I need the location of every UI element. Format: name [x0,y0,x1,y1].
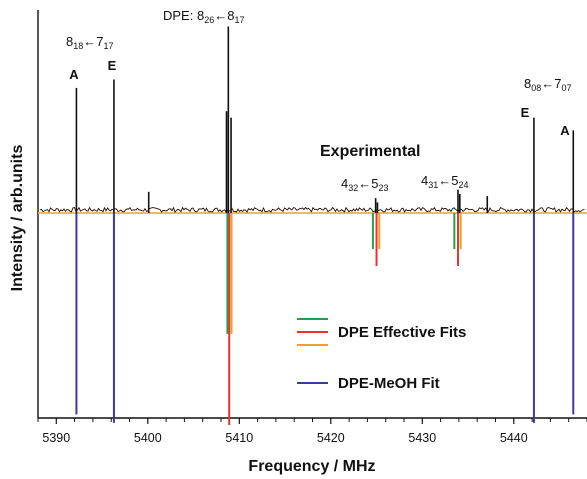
x-tick-label: 5440 [500,431,528,445]
x-axis-title: Frequency / MHz [248,458,375,475]
y-axis-title: Intensity / arb.units [9,145,26,292]
legend-effective-label: DPE Effective Fits [338,324,466,341]
x-ticks: 5390 5400 5410 5420 5430 5440 [37,418,587,445]
label-e-left: E [108,58,117,73]
x-tick-label: 5400 [134,431,162,445]
x-tick-label: 5390 [42,431,70,445]
label-a-left: A [69,67,79,82]
experimental-label: Experimental [320,143,420,160]
experimental-baseline-noise [39,206,585,213]
label-4-32-5-23: 432←523 [341,176,389,193]
x-tick-label: 5420 [317,431,345,445]
label-8-18-7-17: 818←717 [66,34,114,51]
label-a-right: A [560,123,570,138]
label-4-31-5-24: 431←524 [421,173,469,190]
x-tick-label: 5430 [408,431,436,445]
legend: DPE Effective Fits DPE-MeOH Fit [297,318,466,392]
x-tick-label: 5410 [225,431,253,445]
legend-meoh-label: DPE-MeOH Fit [338,375,440,392]
peaks [75,26,575,425]
label-e-right: E [521,105,530,120]
label-dpe-8-26-8-17: DPE: 826←817 [163,8,244,25]
label-8-08-7-07: 808←707 [524,76,572,93]
